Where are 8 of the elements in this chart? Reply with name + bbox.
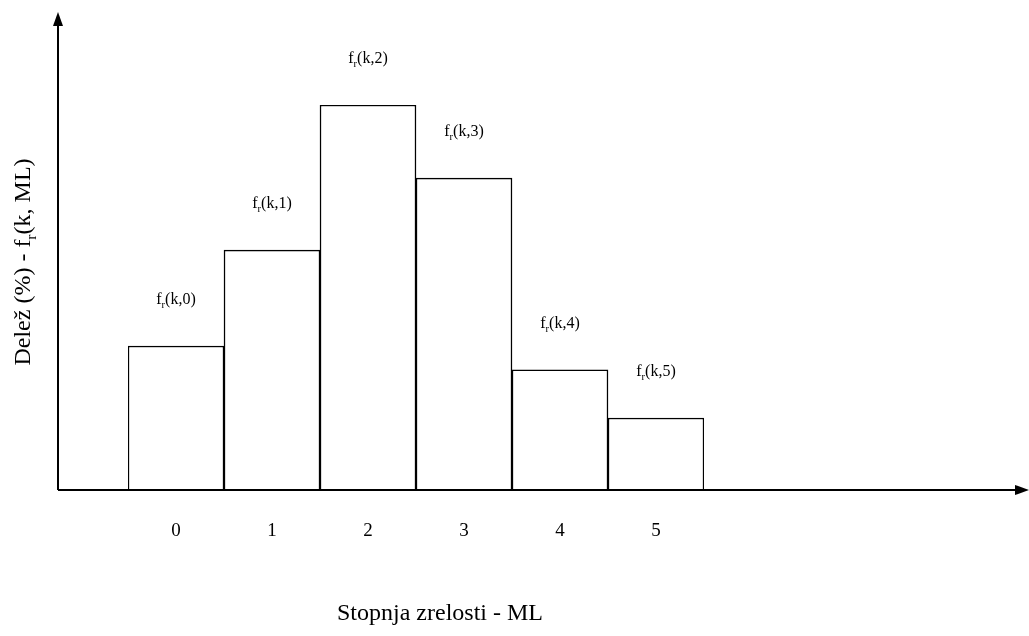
- x-tick-label: 5: [651, 519, 661, 541]
- x-axis-title: Stopnja zrelosti - ML: [337, 599, 543, 625]
- x-tick-label: 0: [171, 519, 181, 541]
- x-tick-label: 2: [363, 519, 373, 541]
- x-tick-label: 1: [267, 519, 277, 541]
- x-tick-label: 4: [555, 519, 566, 541]
- x-tick-label: 3: [459, 519, 469, 541]
- y-axis-title: Delež (%) - fr(k, ML): [9, 158, 39, 366]
